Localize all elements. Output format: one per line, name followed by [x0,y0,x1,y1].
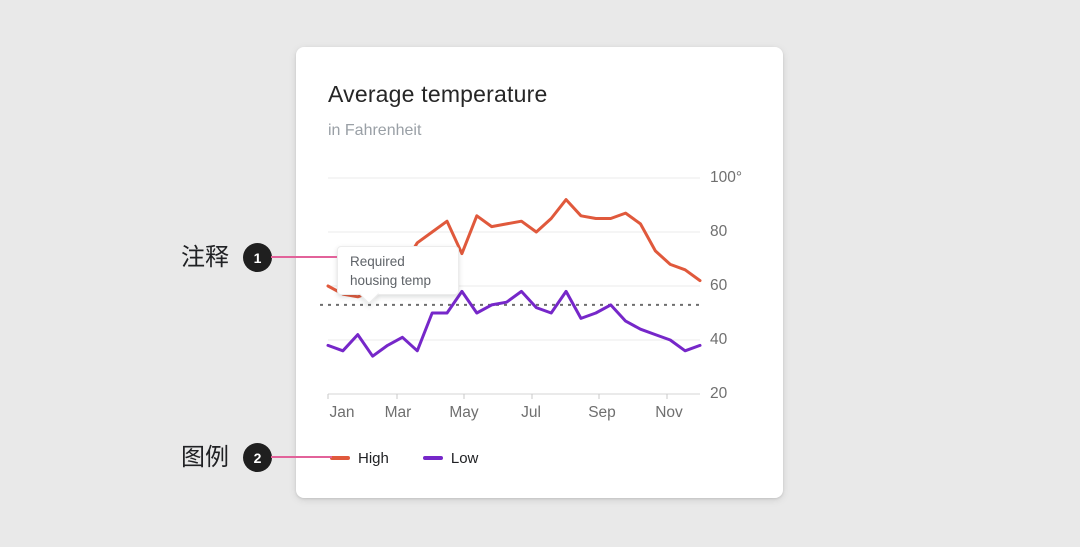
x-axis-label-sep: Sep [588,404,616,421]
tooltip-text-line2: housing temp [350,271,458,290]
chart-title: Average temperature [328,81,548,107]
y-axis-label-60: 60 [710,277,728,294]
legend-item-low[interactable]: Low [422,449,479,467]
annotation-badge-2: 2 [243,443,272,472]
legend-label-high: High [358,449,389,467]
tooltip-text-line1: Required [350,253,458,272]
annotation-connector-1 [271,256,337,258]
low-series-swatch [422,456,443,460]
x-axis-label-jan: Jan [329,404,355,421]
high-series-swatch [330,456,350,460]
legend-item-high[interactable]: High [330,450,389,467]
x-axis-label-may: May [449,404,479,421]
legend-label-low: Low [450,449,479,467]
annotation-tooltip: Required housing temp [337,246,459,304]
y-axis-label-40: 40 [710,331,728,348]
annotation-connector-2 [271,456,332,458]
chart-subtitle: in Fahrenheit [328,122,422,139]
annotation-label-1: 注释 [181,244,229,271]
annotation-label-2: 图例 [181,444,229,471]
annotation-badge-1: 1 [243,243,272,272]
x-axis-label-jul: Jul [521,404,541,421]
y-axis-label-80: 80 [710,223,728,240]
y-axis-label-20: 20 [710,385,728,402]
x-axis-label-mar: Mar [384,404,412,421]
x-axis-label-nov: Nov [655,404,683,421]
y-axis-label-100: 100° [710,169,743,186]
chart-legend: High Low [330,447,478,469]
